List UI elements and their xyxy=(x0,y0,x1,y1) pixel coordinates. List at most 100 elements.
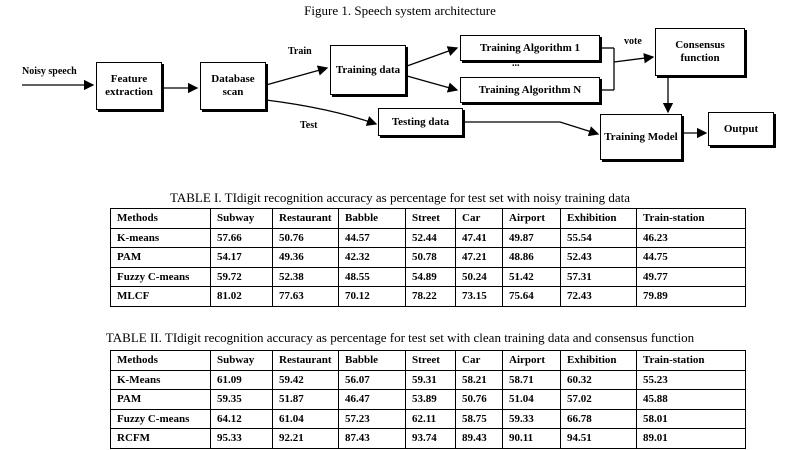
cell: K-Means xyxy=(110,369,211,390)
header-cell: Methods xyxy=(110,350,211,371)
cell: 50.76 xyxy=(272,227,339,248)
cell: 75.64 xyxy=(502,286,561,307)
cell: 55.23 xyxy=(636,369,746,390)
header-cell: Exhibition xyxy=(560,350,637,371)
cell: 59.72 xyxy=(210,266,273,287)
cell: 46.47 xyxy=(338,389,406,410)
cell: 89.43 xyxy=(455,428,503,449)
cell: 87.43 xyxy=(338,428,406,449)
cell: 48.55 xyxy=(338,266,406,287)
table-caption: TABLE II. TIdigit recognition accuracy a… xyxy=(105,330,695,345)
cell: 45.88 xyxy=(636,389,746,410)
cell: 72.43 xyxy=(560,286,637,307)
cell: 51.04 xyxy=(502,389,561,410)
node: Training Algorithm N xyxy=(460,77,600,103)
table: Methods Subway Restaurant Babble Street Car Ai… xyxy=(110,208,746,307)
cell: 64.12 xyxy=(210,408,273,429)
row: Fuzzy C-means 59.72 52.38 48.55 54.89 50.24 51… xyxy=(110,266,746,287)
cell: 78.22 xyxy=(405,286,456,307)
node: Output xyxy=(708,112,774,146)
cell: 61.09 xyxy=(210,369,273,390)
header-cell: Subway xyxy=(210,350,273,371)
cell: 58.75 xyxy=(455,408,503,429)
row: PAM 59.35 51.87 46.47 53.89 50.76 51.04 57.02 45… xyxy=(110,389,746,410)
node: Training Model xyxy=(600,114,682,160)
header-cell: Exhibition xyxy=(560,208,637,229)
cell: 49.87 xyxy=(502,227,561,248)
cell: 61.04 xyxy=(272,408,339,429)
cell: 66.78 xyxy=(560,408,637,429)
ellipsis: ... xyxy=(512,58,520,69)
cell: 92.21 xyxy=(272,428,339,449)
header-cell: Train-station xyxy=(636,208,746,229)
cell: PAM xyxy=(110,389,211,410)
cell: 47.21 xyxy=(455,247,503,268)
cell: Fuzzy C-means xyxy=(110,408,211,429)
cell: K-means xyxy=(110,227,211,248)
row: Fuzzy C-means 64.12 61.04 57.23 62.11 58.75 59… xyxy=(110,408,746,429)
cell: 90.11 xyxy=(502,428,561,449)
cell: 73.15 xyxy=(455,286,503,307)
node: Database scan xyxy=(200,62,266,110)
cell: 50.78 xyxy=(405,247,456,268)
cell: 46.23 xyxy=(636,227,746,248)
cell: 51.42 xyxy=(502,266,561,287)
cell: RCFM xyxy=(110,428,211,449)
cell: PAM xyxy=(110,247,211,268)
cell: 49.36 xyxy=(272,247,339,268)
cell: 42.32 xyxy=(338,247,406,268)
edge-label: vote xyxy=(624,36,642,47)
header-cell: Subway xyxy=(210,208,273,229)
node: Testing data xyxy=(378,108,463,136)
header-row: Methods Subway Restaurant Babble Street Car Ai… xyxy=(110,350,746,371)
cell: 56.07 xyxy=(338,369,406,390)
table-caption: TABLE I. TIdigit recognition accuracy as… xyxy=(169,190,631,205)
cell: 89.01 xyxy=(636,428,746,449)
cell: 54.17 xyxy=(210,247,273,268)
cell: 93.74 xyxy=(405,428,456,449)
cell: 52.38 xyxy=(272,266,339,287)
cell: 60.32 xyxy=(560,369,637,390)
cell: 95.33 xyxy=(210,428,273,449)
cell: 94.51 xyxy=(560,428,637,449)
cell: 49.77 xyxy=(636,266,746,287)
cell: 70.12 xyxy=(338,286,406,307)
figure-caption: Figure 1. Speech system architecture xyxy=(304,3,496,18)
cell: 48.86 xyxy=(502,247,561,268)
table: Methods Subway Restaurant Babble Street Car Ai… xyxy=(110,350,746,449)
header-cell: Methods xyxy=(110,208,211,229)
cell: 62.11 xyxy=(405,408,456,429)
node: Feature extraction xyxy=(96,62,162,110)
cell: 51.87 xyxy=(272,389,339,410)
header-cell: Street xyxy=(405,350,456,371)
cell: 59.31 xyxy=(405,369,456,390)
header-cell: Restaurant xyxy=(272,208,339,229)
header-cell: Car xyxy=(455,350,503,371)
cell: 44.57 xyxy=(338,227,406,248)
cell: 55.54 xyxy=(560,227,637,248)
row: K-Means 61.09 59.42 56.07 59.31 58.21 58.71 60.… xyxy=(110,369,746,390)
node: Training Algorithm 1 xyxy=(460,35,600,61)
node: Consensus function xyxy=(655,28,745,76)
header-cell: Car xyxy=(455,208,503,229)
cell: 58.71 xyxy=(502,369,561,390)
row: PAM 54.17 49.36 42.32 50.78 47.21 48.86 52.43 44… xyxy=(110,247,746,268)
cell: 52.43 xyxy=(560,247,637,268)
cell: 81.02 xyxy=(210,286,273,307)
edge-label: Train xyxy=(288,46,312,57)
cell: 59.42 xyxy=(272,369,339,390)
header-cell: Babble xyxy=(338,350,406,371)
header-row: Methods Subway Restaurant Babble Street Car Ai… xyxy=(110,208,746,229)
cell: 57.31 xyxy=(560,266,637,287)
row: K-means 57.66 50.76 44.57 52.44 47.41 49.87 55.… xyxy=(110,227,746,248)
header-cell: Airport xyxy=(502,350,561,371)
cell: 57.02 xyxy=(560,389,637,410)
cell: 50.76 xyxy=(455,389,503,410)
header-cell: Restaurant xyxy=(272,350,339,371)
row: RCFM 95.33 92.21 87.43 93.74 89.43 90.11 94.51 8… xyxy=(110,428,746,449)
cell: 79.89 xyxy=(636,286,746,307)
cell: 52.44 xyxy=(405,227,456,248)
input-label: Noisy speech xyxy=(22,66,77,77)
cell: 57.23 xyxy=(338,408,406,429)
